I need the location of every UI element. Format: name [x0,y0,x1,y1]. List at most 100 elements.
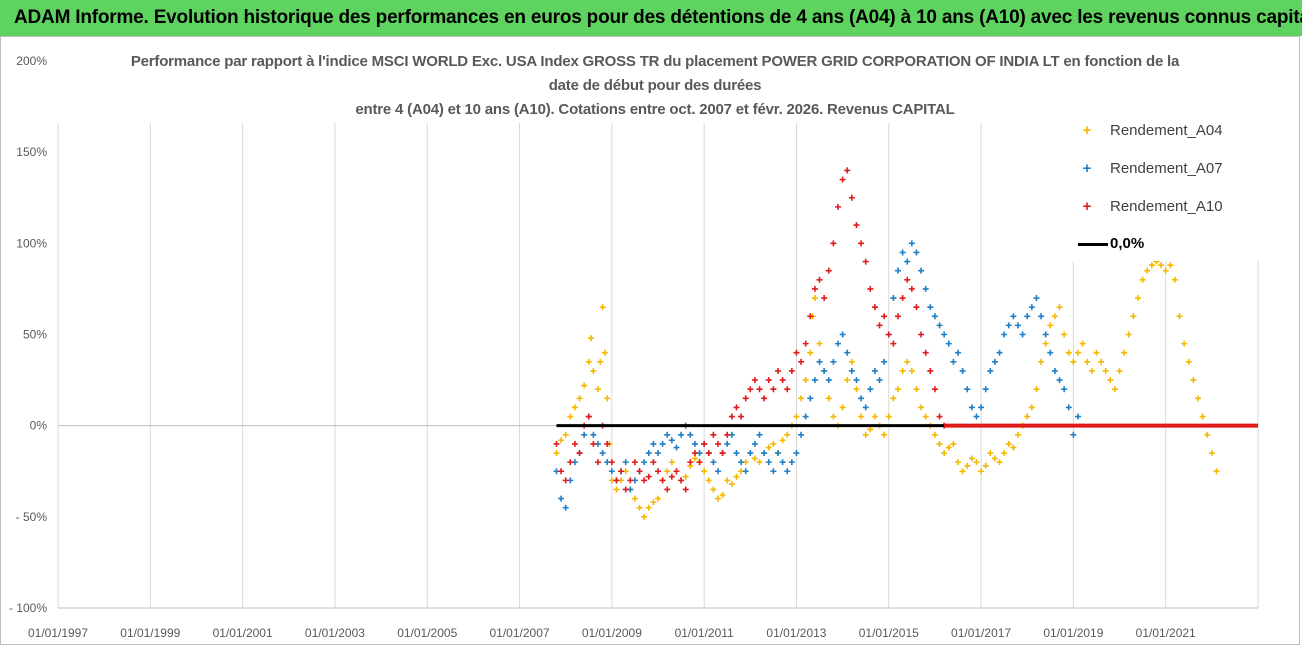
data-point [844,349,851,356]
data-point [899,295,906,302]
data-point [1015,431,1021,438]
data-point [1088,367,1095,374]
data-point [802,340,809,347]
data-point [622,459,629,466]
data-point [867,386,874,393]
data-point [811,285,818,292]
report-banner: ADAM Informe. Evolution historique des p… [0,0,1302,36]
data-point [585,358,592,365]
data-point [788,459,795,466]
data-point [645,473,652,480]
data-point [645,504,652,511]
data-point [996,459,1003,466]
legend-item-a04: + Rendement_A04 [1064,118,1223,144]
data-point [904,276,911,283]
x-tick-label: 01/01/2001 [213,626,273,640]
data-point [715,495,721,502]
data-point [931,313,938,320]
data-point [858,413,865,420]
data-point [996,349,1003,356]
data-point [650,459,657,466]
data-point [881,431,888,438]
data-point [978,468,985,475]
chart-legend: + Rendement_A04 + Rendement_A07 + Rendement… [1064,116,1264,261]
data-point [751,455,758,462]
data-point [1061,386,1068,393]
data-point [687,459,694,466]
data-point [825,395,832,402]
data-point [793,349,800,356]
data-point [756,459,763,466]
legend-zero-label: 0,0% [1110,235,1145,252]
data-point [945,444,952,451]
data-point [724,440,731,447]
data-point [655,450,661,457]
data-point [775,450,781,457]
data-point [687,431,694,438]
data-point [853,386,860,393]
data-point [968,404,975,411]
legend-a10-label: Rendement_A10 [1110,198,1223,215]
data-point [1051,313,1058,320]
data-point [650,499,657,506]
data-point [788,367,795,374]
data-point [562,504,569,511]
legend-a04-marker: + [1082,122,1092,139]
data-point [936,440,943,447]
x-tick-label: 01/01/2019 [1043,626,1103,640]
data-point [742,395,749,402]
y-tick-label: 150% [16,145,47,159]
data-point [558,437,565,444]
data-point [636,468,643,475]
data-point [1158,262,1165,269]
data-point [1028,304,1035,311]
data-point [733,404,740,411]
series-rendement-a04 [553,258,1220,520]
x-tick-label: 01/01/2011 [675,626,734,640]
data-point [1093,349,1100,356]
data-point [678,431,685,438]
data-point [597,358,604,365]
data-point [950,440,957,447]
y-tick-label: 50% [23,328,47,342]
data-point [1176,313,1183,320]
data-point [991,455,998,462]
data-point [895,267,901,274]
data-point [1038,313,1045,320]
x-tick-label: 01/01/2003 [305,626,365,640]
data-point [719,491,726,498]
data-point [599,450,606,457]
data-point [636,504,643,511]
data-point [1024,413,1031,420]
data-point [655,495,661,502]
chart-title-line-2: date de début pour des durées [548,77,762,94]
data-point [987,367,994,374]
data-point [668,459,675,466]
data-point [1075,413,1081,420]
data-point [1065,404,1072,411]
data-point [1038,358,1045,365]
data-point [784,468,791,475]
data-point [816,358,823,365]
data-point [955,349,961,356]
data-point [1075,349,1081,356]
data-point [890,395,897,402]
data-point [1204,431,1211,438]
data-point [733,473,740,480]
data-point [1065,349,1072,356]
data-point [1121,349,1128,356]
data-point [618,468,625,475]
x-tick-label: 01/01/2005 [397,626,457,640]
data-point [1024,313,1031,320]
data-point [945,340,952,347]
data-point [710,486,717,493]
data-point [908,367,915,374]
data-point [811,377,818,384]
data-point [779,459,786,466]
data-point [770,440,777,447]
data-point [659,440,666,447]
data-point [733,450,740,457]
data-point [553,440,560,447]
data-point [931,431,938,438]
data-point [862,404,869,411]
